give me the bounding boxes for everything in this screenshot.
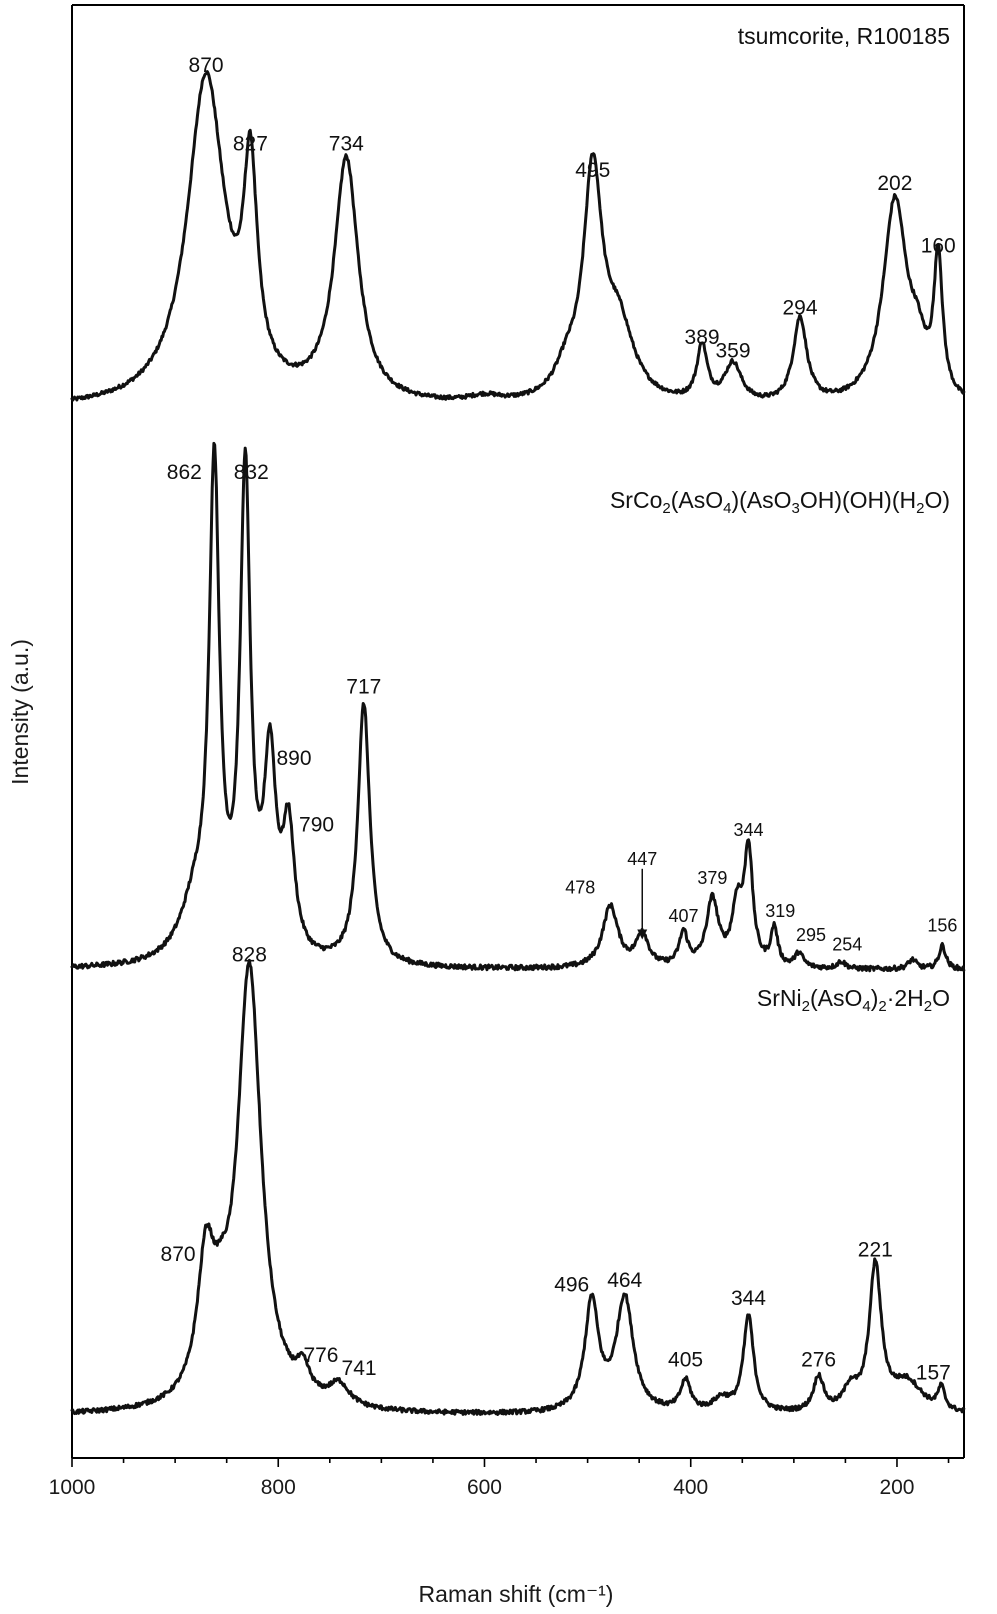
subscript: 4	[862, 998, 870, 1015]
name-part: O)	[924, 487, 950, 513]
peak-label: 379	[697, 868, 727, 888]
subscript: 4	[723, 500, 731, 517]
x-axis-ticks: 1000 800 600 400 200	[49, 1458, 950, 1499]
subscript: 2	[924, 998, 932, 1015]
peak-label: 870	[189, 54, 224, 77]
name-part: tsumcorite, R100185	[738, 23, 950, 49]
subscript: 3	[792, 500, 800, 517]
peak-label: 157	[916, 1362, 951, 1385]
peak-label: 832	[234, 461, 269, 484]
peak-label: 407	[668, 906, 698, 926]
peak-label: 478	[565, 877, 595, 897]
peak-label: 160	[921, 234, 956, 257]
series-name-2: SrCo2(AsO4)(AsO3OH)(OH)(H2O)	[610, 487, 950, 517]
spectrum-line-3	[70, 958, 966, 1416]
peak-label: 828	[232, 944, 267, 967]
series-names: tsumcorite, R100185SrCo2(AsO4)(AsO3OH)(O…	[610, 23, 950, 1015]
peak-label: 405	[668, 1348, 703, 1371]
x-axis-title: Raman shift (cm⁻¹)	[419, 1581, 614, 1607]
y-axis-title: Intensity (a.u.)	[7, 639, 33, 785]
peak-label: 890	[276, 747, 311, 770]
name-part: ·2H	[887, 985, 924, 1011]
peak-label: 741	[342, 1357, 377, 1380]
peak-label: 717	[346, 675, 381, 698]
subscript: 2	[802, 998, 810, 1015]
series-name-3: SrNi2(AsO4)2·2H2O	[757, 985, 950, 1015]
peak-label: 276	[801, 1348, 836, 1371]
x-tick-label: 200	[879, 1476, 914, 1499]
subscript: 2	[916, 500, 924, 517]
name-part: SrNi	[757, 985, 802, 1011]
peak-label: 156	[927, 915, 957, 935]
subscript: 2	[878, 998, 886, 1015]
peak-label: 464	[607, 1269, 642, 1292]
x-tick-label: 600	[467, 1476, 502, 1499]
x-tick-label: 800	[261, 1476, 296, 1499]
name-part: OH)(OH)(H	[800, 487, 916, 513]
peak-label: 344	[733, 820, 763, 840]
peak-label: 790	[299, 813, 334, 836]
peak-label: 827	[233, 133, 268, 156]
series-name-1: tsumcorite, R100185	[738, 23, 950, 49]
peak-label: 862	[167, 461, 202, 484]
name-part: )	[871, 985, 879, 1011]
name-part: (AsO	[671, 487, 723, 513]
peak-label: 319	[765, 901, 795, 921]
name-part: (AsO	[810, 985, 862, 1011]
peak-label: 389	[685, 326, 720, 349]
peak-label: 295	[796, 925, 826, 945]
peak-label: 294	[783, 297, 818, 320]
name-part: SrCo	[610, 487, 662, 513]
peak-label: 254	[832, 934, 862, 954]
peak-label: 734	[329, 133, 364, 156]
name-part: )(AsO	[731, 487, 791, 513]
spectrum-line-2	[70, 441, 966, 973]
peak-label: 202	[877, 172, 912, 195]
peak-label: 221	[858, 1238, 893, 1261]
x-tick-label: 400	[673, 1476, 708, 1499]
spectrum-line-1	[70, 70, 966, 402]
peak-label: 870	[161, 1243, 196, 1266]
name-part: O	[932, 985, 950, 1011]
peak-label: 496	[554, 1274, 589, 1297]
peak-label: 344	[731, 1287, 766, 1310]
spectra-traces	[70, 70, 966, 1416]
plot-frame	[71, 4, 965, 1459]
peak-arrow-head	[637, 929, 648, 940]
x-tick-label: 1000	[49, 1476, 96, 1499]
subscript: 2	[662, 500, 670, 517]
peak-label: 359	[715, 339, 750, 362]
peak-label: 776	[303, 1344, 338, 1367]
peak-label: 447	[627, 849, 657, 869]
peak-label: 495	[575, 159, 610, 182]
